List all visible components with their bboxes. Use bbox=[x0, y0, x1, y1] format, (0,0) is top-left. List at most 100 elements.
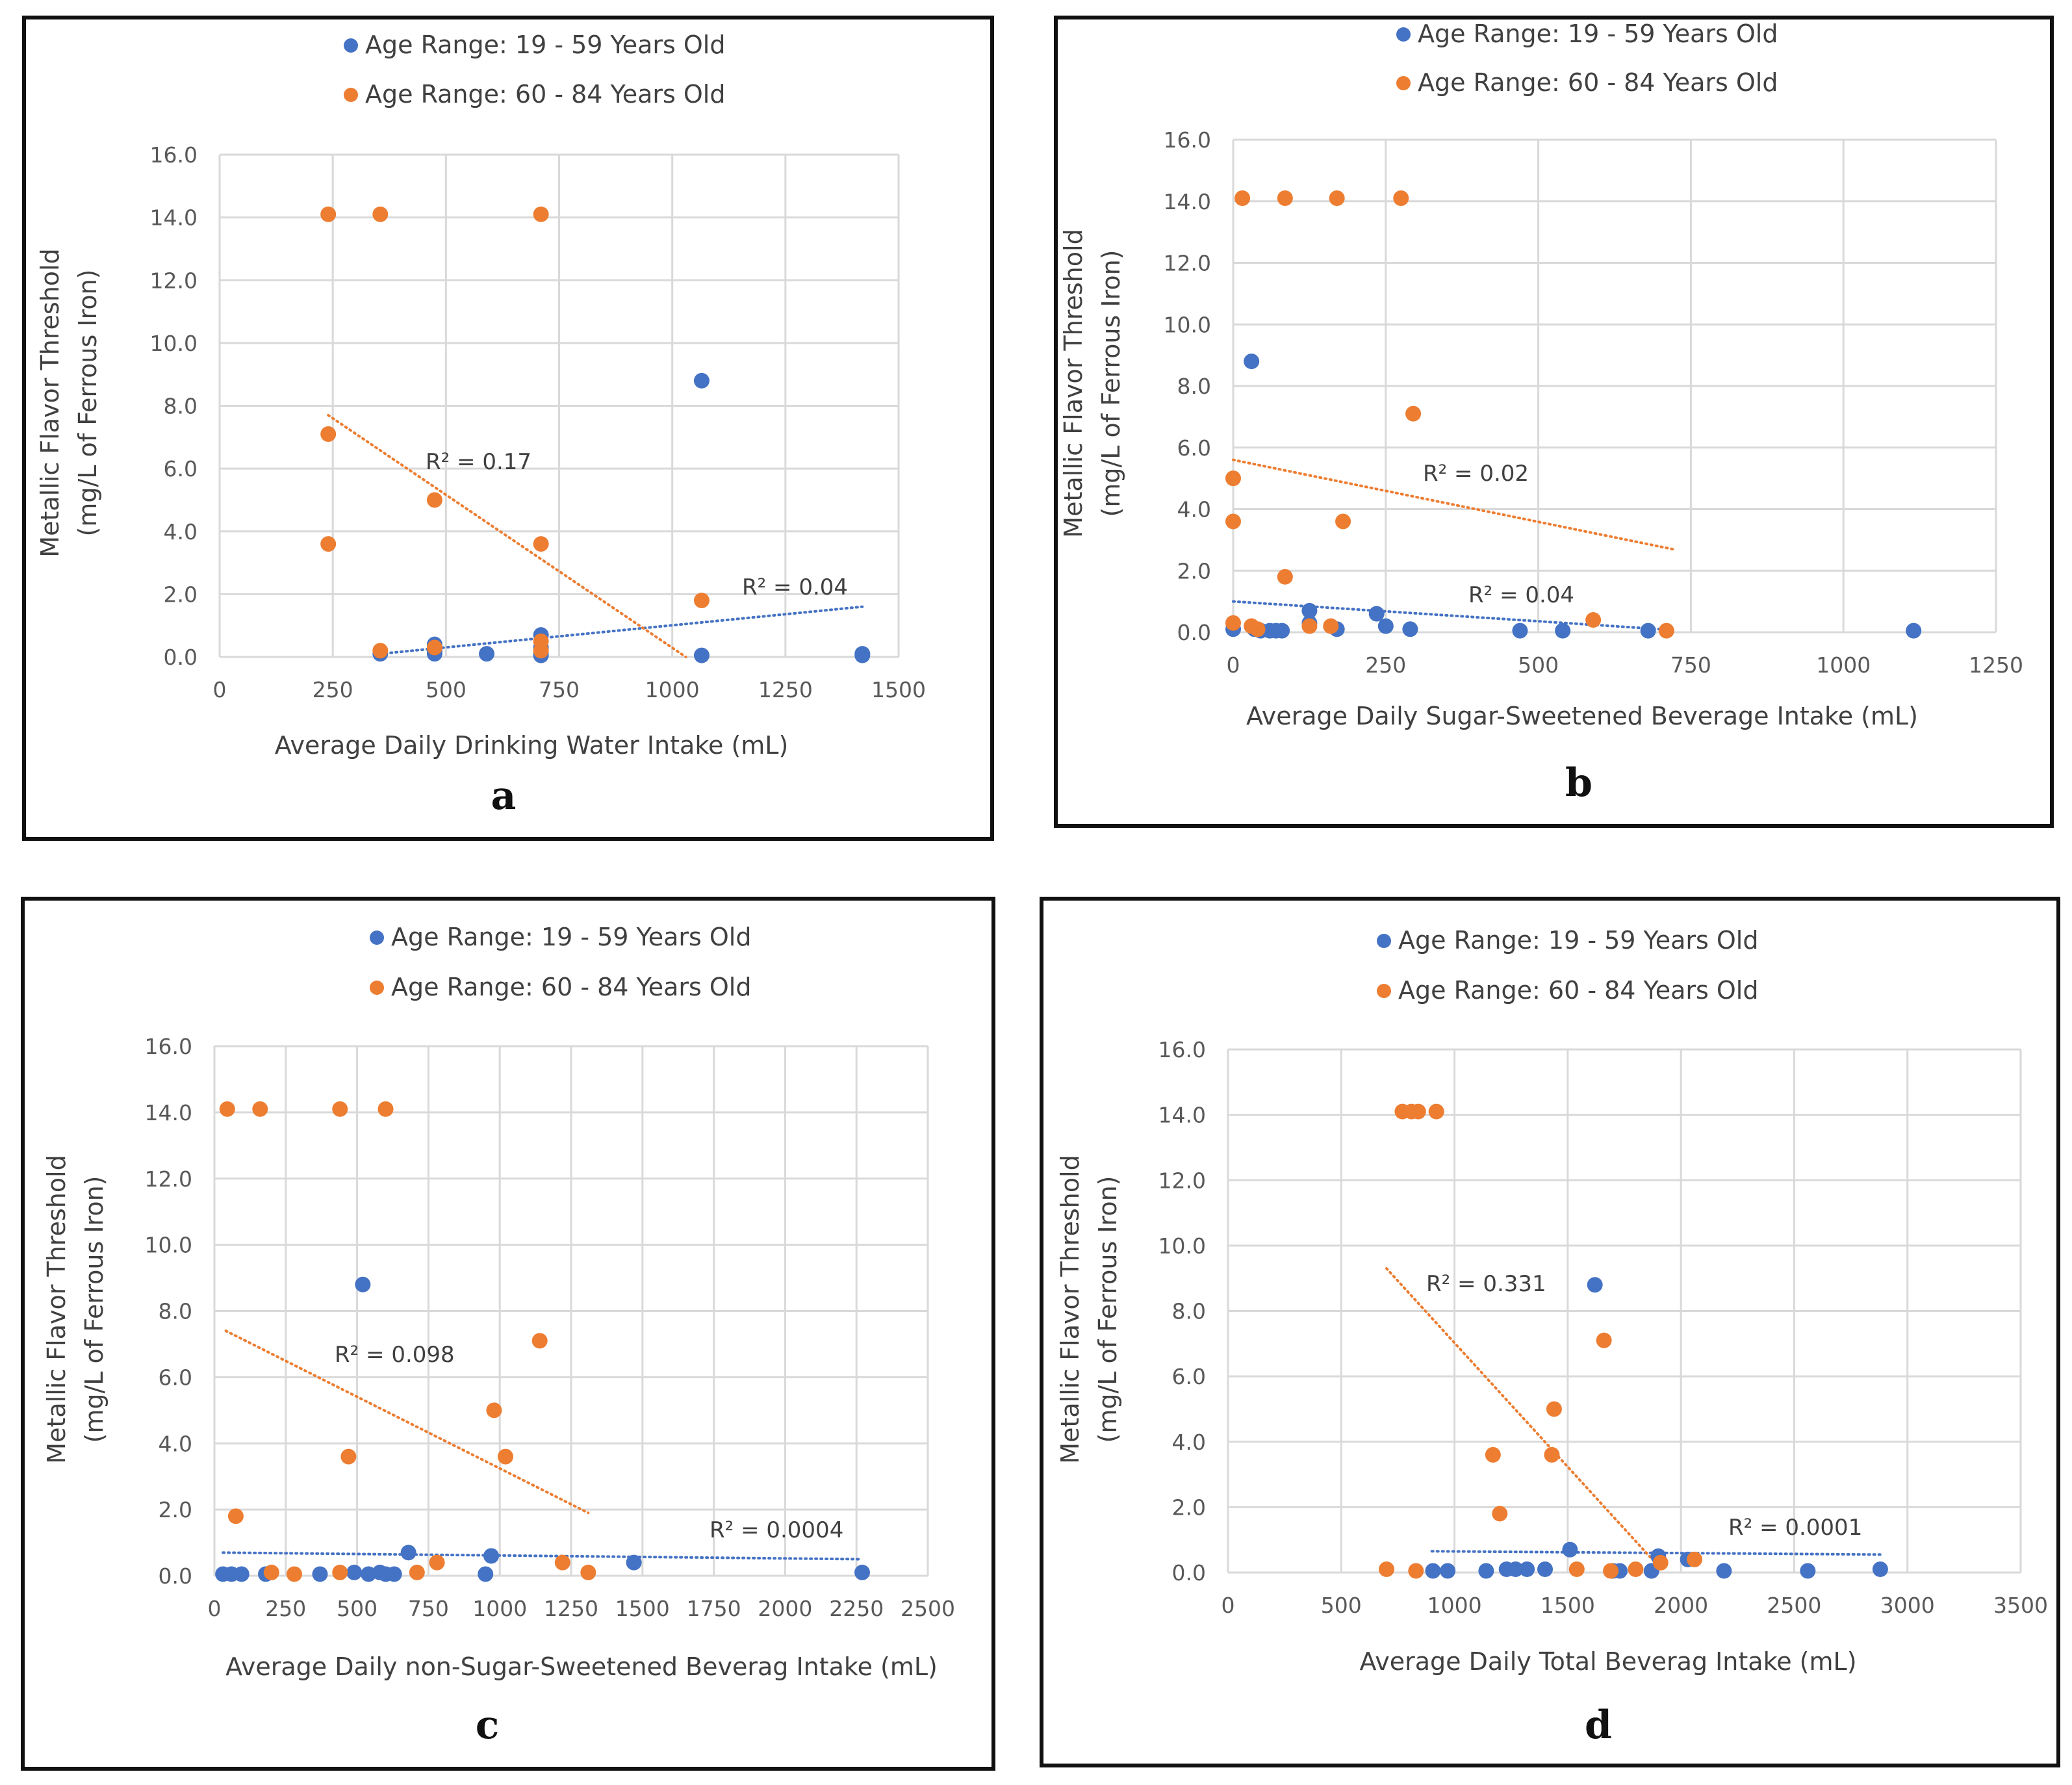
chart-b-point-young bbox=[1301, 602, 1318, 619]
chart-a-y-tick-label: 0.0 bbox=[164, 645, 198, 670]
chart-c-point-old bbox=[227, 1508, 244, 1524]
chart-d-point-old bbox=[1544, 1446, 1560, 1463]
chart-d-y-tick-label: 2.0 bbox=[1172, 1495, 1206, 1520]
chart-a-point-young bbox=[693, 372, 710, 389]
chart-b-r2-label-old: R² = 0.02 bbox=[1423, 461, 1529, 487]
chart-a-point-old bbox=[320, 206, 337, 222]
chart-b-x-axis-label: Average Daily Sugar-Sweetened Beverage I… bbox=[1246, 702, 1918, 730]
chart-b-legend-marker-old bbox=[1396, 76, 1411, 90]
chart-b-y-tick-label: 8.0 bbox=[1177, 374, 1211, 399]
chart-d-x-tick-label: 1500 bbox=[1541, 1593, 1595, 1618]
chart-b-x-tick-label: 1000 bbox=[1816, 652, 1871, 678]
chart-a-y-axis-label: Metallic Flavor Threshold bbox=[36, 248, 64, 557]
chart-b-x-tick-label: 1250 bbox=[1969, 652, 2023, 678]
chart-a-point-old bbox=[320, 426, 337, 442]
chart-c-y-tick-label: 12.0 bbox=[145, 1166, 192, 1192]
chart-d-y-tick-label: 16.0 bbox=[1158, 1037, 1206, 1062]
chart-b-y-tick-label: 12.0 bbox=[1164, 251, 1211, 276]
chart-b-y-tick-label: 6.0 bbox=[1177, 435, 1211, 461]
chart-c-point-young bbox=[346, 1564, 363, 1580]
chart-b-point-young bbox=[1512, 623, 1528, 639]
chart-b-y-tick-label: 4.0 bbox=[1177, 497, 1211, 522]
chart-d-point-young bbox=[1800, 1563, 1816, 1579]
chart-panel-b bbox=[1054, 16, 2054, 828]
chart-c-legend-marker-old bbox=[370, 981, 384, 995]
chart-c-y-tick-label: 8.0 bbox=[159, 1299, 192, 1324]
chart-b-r2-label-young: R² = 0.04 bbox=[1468, 582, 1574, 608]
chart-c-x-tick-label: 2500 bbox=[901, 1596, 955, 1621]
chart-a-y-tick-label: 6.0 bbox=[164, 456, 198, 482]
chart-d-point-young bbox=[1537, 1561, 1553, 1577]
chart-b-x-tick-label: 750 bbox=[1670, 652, 1711, 678]
chart-a-x-tick-label: 1250 bbox=[758, 677, 813, 702]
chart-d-y-tick-label: 0.0 bbox=[1172, 1560, 1206, 1586]
chart-b-y-tick-label: 0.0 bbox=[1177, 620, 1211, 645]
chart-b-y-tick-label: 2.0 bbox=[1177, 558, 1211, 584]
chart-a-x-tick-label: 1000 bbox=[645, 677, 700, 702]
chart-d-point-young bbox=[1507, 1561, 1524, 1577]
chart-b-point-old bbox=[1277, 190, 1293, 207]
chart-a-r2-label-old: R² = 0.17 bbox=[426, 449, 531, 475]
chart-b-point-old bbox=[1405, 405, 1422, 422]
chart-d-x-tick-label: 2000 bbox=[1654, 1593, 1708, 1618]
chart-a-x-tick-label: 500 bbox=[426, 677, 467, 702]
chart-b-point-old bbox=[1335, 513, 1351, 530]
chart-a-legend-marker-old bbox=[344, 88, 358, 102]
chart-c-y-tick-label: 2.0 bbox=[159, 1497, 192, 1522]
chart-d-point-young bbox=[1440, 1563, 1456, 1579]
chart-c-point-young bbox=[233, 1566, 249, 1582]
chart-b-panel-letter: b bbox=[1565, 760, 1592, 806]
chart-b-point-young bbox=[1640, 623, 1656, 639]
chart-d-legend-entry-old: Age Range: 60 - 84 Years Old bbox=[1398, 976, 1758, 1005]
chart-d-point-old bbox=[1428, 1103, 1444, 1120]
chart-c-point-old bbox=[340, 1448, 357, 1465]
chart-c-y-axis-label: (mg/L of Ferrous Iron) bbox=[80, 1176, 109, 1443]
chart-d-panel-letter: d bbox=[1585, 1702, 1612, 1748]
chart-b-legend-entry-old: Age Range: 60 - 84 Years Old bbox=[1418, 68, 1778, 97]
chart-c-legend-entry-young: Age Range: 19 - 59 Years Old bbox=[391, 923, 751, 951]
chart-b-y-axis-label: Metallic Flavor Threshold bbox=[1059, 229, 1088, 537]
chart-a-y-tick-label: 10.0 bbox=[150, 331, 198, 356]
chart-c-y-tick-label: 6.0 bbox=[159, 1365, 192, 1390]
chart-d-y-tick-label: 8.0 bbox=[1172, 1299, 1206, 1324]
chart-a-y-axis-label: (mg/L of Ferrous Iron) bbox=[73, 270, 102, 537]
chart-d-legend-marker-young bbox=[1377, 934, 1391, 948]
chart-b-point-old bbox=[1585, 612, 1602, 628]
chart-c-x-tick-label: 500 bbox=[337, 1596, 377, 1621]
chart-b-point-young bbox=[1402, 621, 1418, 637]
chart-a-x-tick-label: 0 bbox=[213, 677, 227, 702]
chart-a-point-old bbox=[372, 643, 389, 659]
chart-c-point-young bbox=[478, 1566, 494, 1582]
chart-a-point-old bbox=[533, 206, 549, 222]
chart-a-point-old bbox=[693, 593, 710, 609]
chart-b-point-young bbox=[1244, 353, 1260, 370]
chart-a-point-old bbox=[533, 643, 549, 659]
chart-d-point-old bbox=[1628, 1561, 1644, 1577]
chart-c-x-tick-label: 1750 bbox=[687, 1596, 741, 1621]
chart-c-point-old bbox=[263, 1564, 279, 1580]
chart-c-point-old bbox=[486, 1402, 502, 1419]
chart-panel-c bbox=[21, 897, 995, 1771]
chart-c-y-tick-label: 14.0 bbox=[145, 1100, 192, 1125]
chart-b-y-tick-label: 14.0 bbox=[1164, 189, 1211, 214]
chart-c-r2-label-old: R² = 0.098 bbox=[335, 1342, 455, 1368]
chart-d-point-old bbox=[1546, 1401, 1562, 1417]
chart-c-trendline-old bbox=[224, 1329, 590, 1515]
chart-d-point-young bbox=[1587, 1277, 1603, 1293]
chart-b-point-young bbox=[1555, 623, 1571, 639]
chart-a-x-axis-label: Average Daily Drinking Water Intake (mL) bbox=[275, 731, 789, 760]
chart-d-x-tick-label: 0 bbox=[1221, 1593, 1235, 1618]
chart-b-trendline-old bbox=[1232, 458, 1674, 551]
chart-a-y-tick-label: 14.0 bbox=[150, 205, 198, 231]
chart-c-trendline-young bbox=[222, 1551, 863, 1561]
chart-c-point-old bbox=[497, 1448, 513, 1465]
chart-b-point-old bbox=[1234, 190, 1251, 207]
chart-panel-a bbox=[22, 16, 994, 841]
chart-d-r2-label-young: R² = 0.0001 bbox=[1728, 1515, 1862, 1541]
chart-d-point-old bbox=[1568, 1561, 1585, 1577]
chart-a-legend-marker-young bbox=[344, 38, 358, 53]
chart-c-point-old bbox=[219, 1101, 235, 1117]
